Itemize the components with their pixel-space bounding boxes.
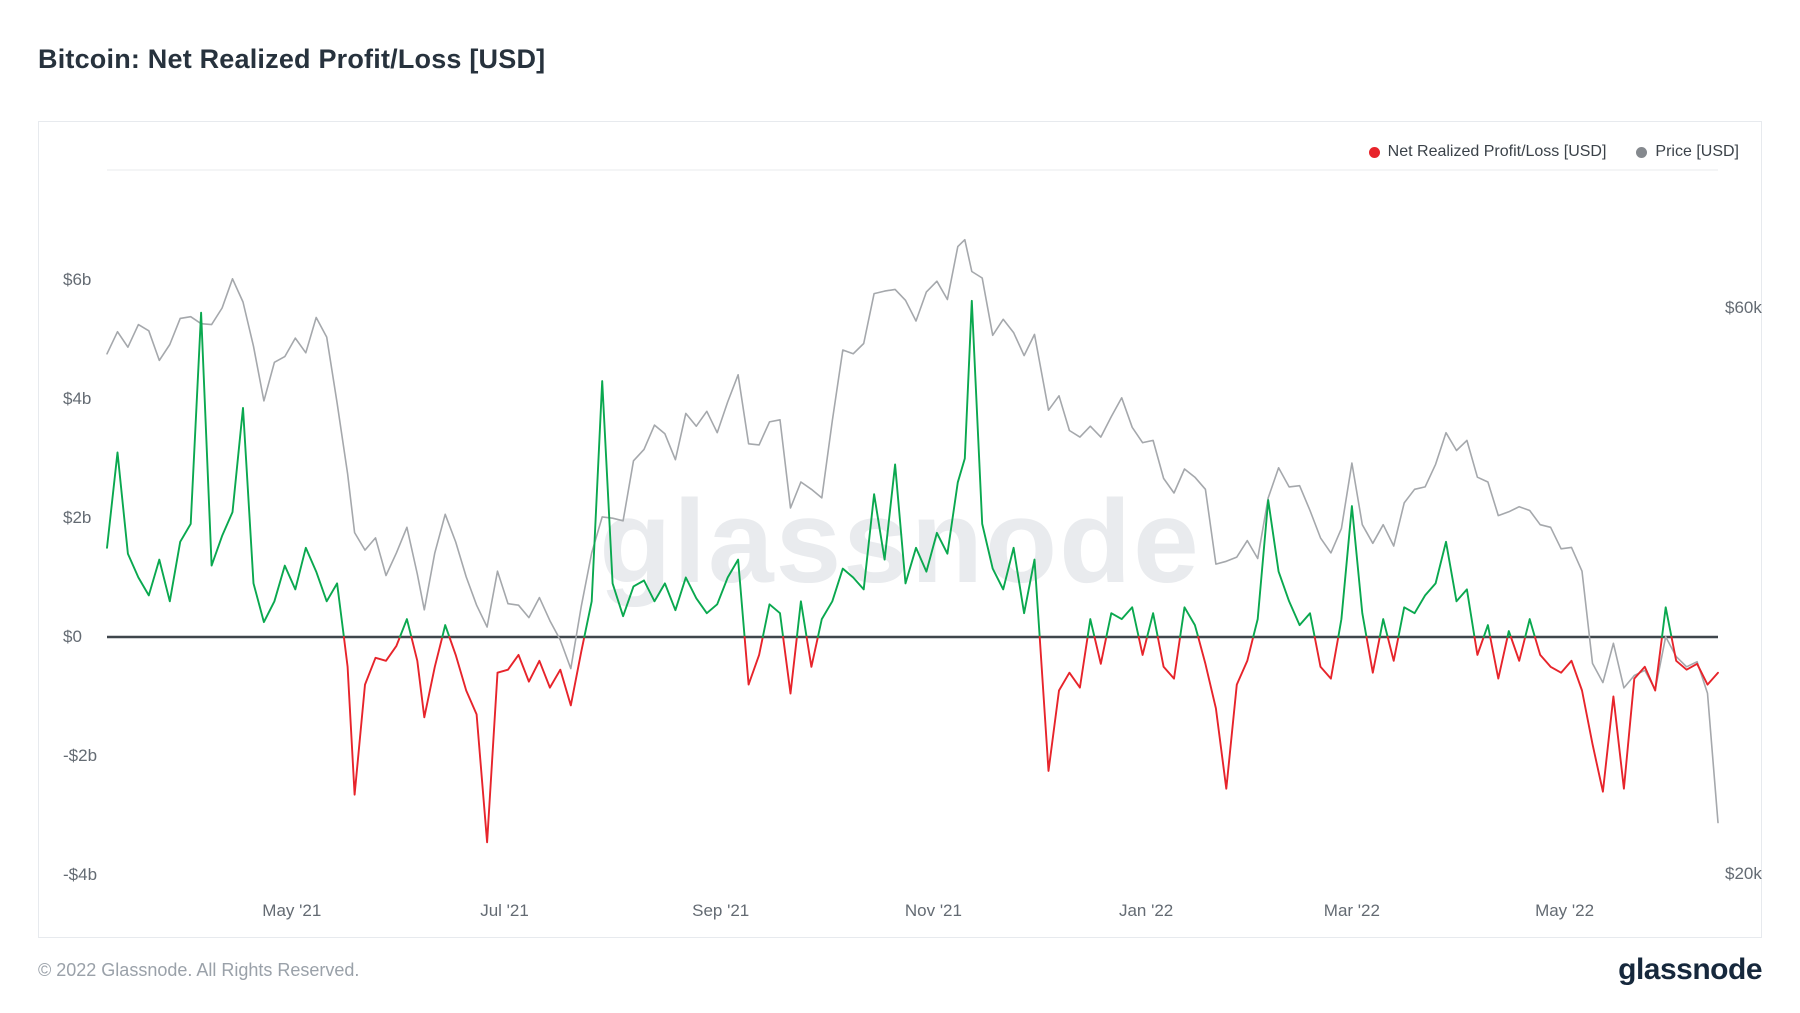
x-axis-tick: May '22 [1535,901,1595,920]
legend-dot-icon [1636,146,1648,158]
net-realized-loss-segment [1473,636,1485,656]
y-axis-right-tick: $60k [1725,298,1762,317]
net-realized-loss-segment [805,636,819,668]
net-realized-profit-segment [1086,618,1096,638]
net-realized-loss-segment [410,636,444,719]
page-title: Bitcoin: Net Realized Profit/Loss [USD] [38,44,546,74]
net-realized-loss-segment [1365,636,1381,674]
net-realized-loss-segment [1670,636,1719,686]
net-realized-profit-segment [1252,499,1316,638]
net-realized-loss-segment [342,636,401,796]
net-realized-profit-segment [106,311,345,638]
net-realized-loss-segment [1038,636,1089,772]
legend-label: Price [USD] [1655,143,1739,160]
net-realized-loss-segment [1386,636,1400,662]
y-axis-left-tick: -$2b [63,746,98,765]
net-realized-loss-segment [448,636,586,844]
x-axis-tick: Mar '22 [1323,901,1380,920]
y-axis-left-tick: -$4b [63,865,98,884]
net-realized-loss-segment [1533,636,1663,793]
net-realized-loss-segment [1509,636,1527,662]
net-realized-profit-segment [816,299,1041,638]
net-realized-loss-segment [1313,636,1340,680]
copyright-text: © 2022 Glassnode. All Rights Reserved. [38,959,360,980]
x-axis-tick: Jul '21 [480,901,529,920]
net-realized-profit-segment [1146,612,1159,638]
legend-label: Net Realized Profit/Loss [USD] [1387,143,1607,160]
net-realized-loss-segment [1093,636,1108,665]
glassnode-watermark: glassnode [599,476,1201,608]
net-realized-profit-segment [795,600,808,638]
net-realized-profit-segment [583,380,746,638]
net-realized-loss-segment [782,636,798,695]
net-realized-profit-segment [1482,624,1492,638]
footer: © 2022 Glassnode. All Rights Reserved. g… [38,948,1762,992]
y-axis-left-tick: $0 [63,627,82,646]
x-axis-tick: May '21 [262,901,322,920]
y-axis-left-tick: $2b [63,508,92,527]
net-realized-profit-segment [1506,630,1512,638]
net-realized-profit-segment [1378,618,1389,638]
net-realized-loss-segment [1489,636,1509,680]
net-realized-profit-segment [1524,618,1536,638]
net-realized-loss-segment [1197,636,1255,790]
net-realized-profit-segment [441,624,451,638]
legend-item[interactable]: Net Realized Profit/Loss [USD] [1368,142,1607,162]
x-axis-tick: Nov '21 [904,901,962,920]
chart-card: glassnode Net Realized Profit/Loss [USD]… [38,121,1762,938]
legend-dot-icon [1368,146,1380,158]
net-realized-loss-segment [743,636,764,686]
y-axis-right-tick: $20k [1725,864,1762,883]
glassnode-logo: glassnode [1618,953,1762,986]
chart-canvas[interactable] [39,122,1763,939]
net-realized-profit-segment [1179,606,1200,638]
y-axis-left-tick: $4b [63,389,92,408]
y-axis-left-tick: $6b [63,270,92,289]
x-axis-tick: Jan '22 [1118,901,1174,920]
chart-legend: Net Realized Profit/Loss [USD] Price [USD… [1368,142,1739,162]
net-realized-profit-segment [1661,606,1673,638]
net-realized-profit-segment [398,618,413,638]
net-realized-loss-segment [1156,636,1182,680]
net-realized-loss-segment [1137,636,1149,656]
net-realized-profit-segment [1105,606,1140,638]
net-realized-profit-segment [1397,540,1476,638]
x-axis-tick: Sep '21 [692,901,750,920]
price-line [106,238,1719,824]
net-realized-profit-segment [761,603,785,638]
legend-item[interactable]: Price [USD] [1636,142,1739,162]
net-realized-profit-segment [1337,505,1368,638]
